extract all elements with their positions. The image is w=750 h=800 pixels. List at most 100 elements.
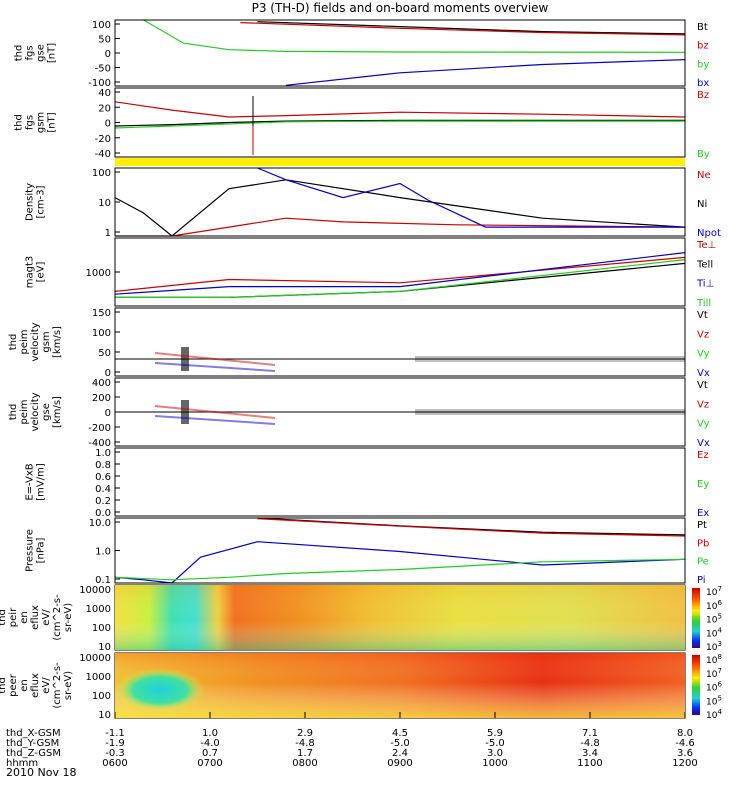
ylabel-line: [nT] — [47, 112, 58, 132]
panel-frame — [114, 447, 686, 517]
activity-burst — [154, 362, 276, 372]
ylabel-line: velocity — [30, 392, 41, 431]
colorbar-label: 103 — [706, 640, 722, 653]
series-Pt — [257, 517, 686, 536]
ytick-label: 10 — [98, 642, 111, 653]
date-label: 2010 Nov 18 — [6, 766, 76, 779]
ylabel-line: velocity — [30, 322, 41, 361]
panel-density: 100 10 1 Density[cm-3] Ne Ni Npot — [25, 167, 721, 239]
series-Till — [115, 259, 686, 298]
ytick-label: 100 — [92, 623, 111, 634]
ytick-label: -20 — [95, 134, 111, 145]
ylabel-line: thd — [8, 334, 19, 351]
ylabel-line: magt3 — [25, 256, 36, 289]
legend-Vy: Vy — [697, 349, 710, 360]
electron-spectrogram — [115, 653, 685, 718]
colorbar-label: 108 — [706, 653, 722, 666]
xaxis-value: 7.1 — [582, 728, 598, 739]
ylabel-line: thd — [0, 677, 8, 694]
xaxis-row-label: thd_X-GSM — [6, 728, 61, 739]
colorbar-label: 104 — [706, 626, 722, 639]
legend-Bz: Bz — [697, 90, 709, 101]
ytick-label: 0.4 — [95, 484, 111, 495]
ylabel-line: (cm^2-s- — [52, 594, 63, 641]
ytick-label: 1 — [105, 228, 111, 239]
legend-Npot: Npot — [697, 228, 721, 239]
ytick-label: 1.0 — [95, 547, 111, 558]
panel-ylabel: Density[cm-3] — [25, 183, 47, 221]
ylabel-line: eflux — [30, 605, 41, 630]
xaxis-value: 3.4 — [582, 748, 598, 759]
ytick-label: 0 — [105, 408, 111, 419]
panel-ylabel: magt3[eV] — [25, 256, 47, 289]
ylabel-line: sr-eV) — [63, 603, 74, 632]
ylabel-line: [km/s] — [52, 326, 63, 358]
ytick-label: 1000 — [86, 604, 111, 615]
ylabel-line: E=-VxB — [25, 463, 36, 500]
panel-fgs_gse: 100 50 0 -50 -100 thdfgsgse[nT] Bt bz by bx — [14, 19, 709, 89]
legend-Vt: Vt — [697, 310, 708, 321]
series-Bt — [257, 21, 686, 35]
electron-colorbar — [692, 655, 700, 715]
ylabel-line: en — [19, 679, 30, 692]
ylabel-line: [km/s] — [52, 396, 63, 428]
panel-frame — [114, 237, 686, 307]
xaxis-value: 2.9 — [297, 728, 313, 739]
xaxis-row-label: thd_Z-GSM — [6, 748, 61, 759]
ylabel-line: eV/ — [41, 677, 52, 694]
ylabel-line: [eV] — [36, 262, 47, 283]
legend-Pt: Pt — [697, 520, 707, 531]
ytick-label: 1000 — [86, 268, 111, 279]
series-bz — [240, 22, 686, 36]
ytick-label: -100 — [88, 78, 111, 89]
ytick-label: 0 — [105, 49, 111, 60]
legend-Ey: Ey — [697, 479, 709, 490]
xaxis-value: 5.9 — [487, 728, 503, 739]
xaxis-value: -0.3 — [105, 748, 125, 759]
series-Pe — [114, 558, 686, 581]
legend-By: By — [697, 149, 710, 160]
ytick-label: 0 — [105, 368, 111, 379]
colorbar-label: 106 — [706, 681, 722, 694]
legend-Vx: Vx — [697, 438, 710, 449]
xaxis-value: -5.0 — [485, 738, 505, 749]
xaxis-value: 8.0 — [677, 728, 693, 739]
ytick-label: 0.0 — [95, 508, 111, 519]
ytick-label: -40 — [95, 149, 111, 160]
colorbar-label: 105 — [706, 613, 722, 626]
series-Ti⊥ — [114, 252, 686, 295]
series-Npot — [257, 167, 685, 228]
ion-spectrogram — [115, 585, 685, 650]
xaxis-value: -5.0 — [390, 738, 410, 749]
ytick-label: 0.8 — [95, 460, 111, 471]
ylabel-line: gsm — [36, 112, 47, 133]
panel-ylabel: thdfgsgse[nT] — [14, 43, 58, 63]
ytick-label: -400 — [88, 438, 111, 449]
ytick-label: 10000 — [79, 585, 111, 596]
ylabel-line: gse — [41, 403, 52, 421]
panel-frame — [114, 517, 686, 584]
ylabel-line: [mV/m] — [36, 463, 47, 501]
xaxis-value: 1200 — [672, 758, 697, 769]
ylabel-line: thd — [8, 404, 19, 421]
xaxis-value: 4.5 — [392, 728, 408, 739]
xaxis-value: 1.7 — [297, 748, 313, 759]
legend-Bt: Bt — [697, 22, 708, 33]
panel-temperature: 1000 magt3[eV] Te⊥ Tell Ti⊥ Till — [25, 237, 716, 309]
ytick-label: 100 — [92, 168, 111, 179]
legend-Pe: Pe — [697, 557, 709, 568]
series-by — [143, 19, 686, 53]
ytick-label: 100 — [92, 691, 111, 702]
xaxis-value: 2.4 — [392, 748, 408, 759]
ylabel-line: thd — [14, 114, 25, 131]
panel-ylabel: Pressure[nPa] — [25, 529, 47, 572]
panel-frame — [114, 19, 686, 87]
colorbar-label: 107 — [706, 585, 722, 598]
yellow-status-bar — [115, 158, 685, 166]
ytick-label: 0.6 — [95, 472, 111, 483]
panel-fgs_gsm: 40 20 0 -20 -40 thdfgsgsm[nT] Bz By — [14, 87, 710, 160]
xaxis-value: -1.9 — [105, 738, 125, 749]
xaxis-row-label: thd_Y-GSM — [6, 738, 59, 749]
ylabel-line: en — [19, 611, 30, 624]
